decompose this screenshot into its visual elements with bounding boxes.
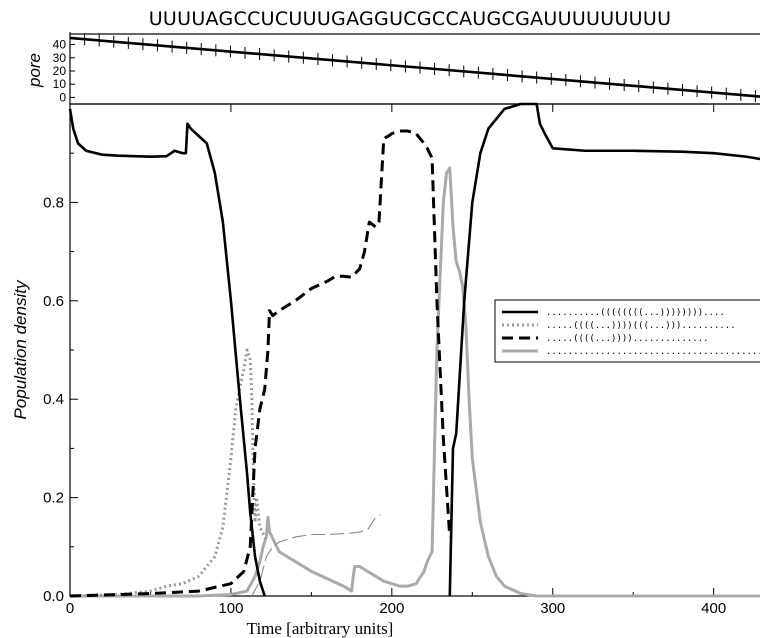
x-axis-ticks: 0 100 200 300 400: [66, 104, 726, 617]
x-tick-label: 100: [218, 600, 243, 617]
population-series: [68, 102, 760, 598]
series-line-0-b: [448, 102, 760, 597]
pore-y-tick-label: 0: [59, 90, 66, 104]
pore-panel-frame: [69, 33, 760, 105]
x-tick-label: 400: [701, 600, 726, 617]
series-line-1: [69, 348, 268, 598]
population-panel: 0 100 200 300 400 0.0 0.2 0.4 0.6 0.8 Population…: [11, 102, 760, 638]
y-tick-label: 0.8: [43, 194, 64, 211]
legend-entry: ..........((((((((...))))))))....: [546, 308, 725, 318]
sequence-label: UUUUAGCCUCUUUGAGGUCGCCAUGCGAUUUUUUUUU: [149, 8, 672, 30]
y-tick-label: 0.0: [43, 588, 64, 605]
x-tick-label: 0: [66, 600, 74, 617]
pore-line: [69, 36, 760, 98]
pore-axis-label: pore: [25, 53, 44, 88]
pore-y-tick-label: 30: [53, 51, 67, 65]
series-line-3: [70, 166, 760, 598]
y-axis-ticks: 0.0 0.2 0.4 0.6 0.8: [43, 152, 78, 605]
series-line-4: [251, 514, 381, 597]
y-tick-label: 0.4: [43, 391, 64, 408]
pore-y-tick-label: 20: [53, 64, 67, 78]
y-tick-label: 0.2: [43, 490, 64, 507]
x-tick-label: 300: [540, 600, 565, 617]
series-line-0: [68, 108, 266, 597]
legend-entry: ........................................…: [546, 347, 760, 357]
pore-y-tick-label: 10: [53, 77, 67, 91]
legend-box: [494, 299, 760, 363]
y-axis-label: Population density: [11, 279, 30, 419]
pore-series: [69, 31, 760, 103]
legend-entry: .....((((...))))(((...)))..........: [546, 321, 736, 331]
legend: ..........((((((((...)))))))).... .....((…: [494, 299, 760, 363]
pore-y-tick-label: 40: [53, 38, 67, 52]
legend-entry: .....((((...))))..............: [546, 334, 709, 344]
x-axis-label: Time [arbitrary units]: [247, 619, 394, 638]
x-tick-label: 200: [379, 600, 404, 617]
series-line-2: [69, 129, 452, 598]
y-tick-label: 0.6: [43, 293, 64, 310]
